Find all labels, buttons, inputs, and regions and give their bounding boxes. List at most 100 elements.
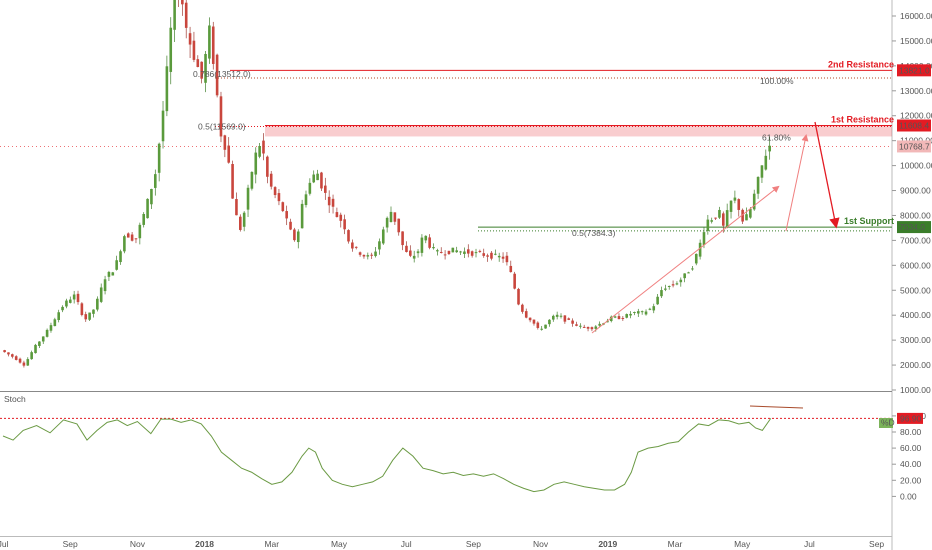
candle-body [53,319,57,327]
candle-body [470,251,474,256]
candle-body [536,322,540,328]
time-tick-label: Jul [401,539,412,549]
price-tag-r1-text: 11608.4 [899,120,929,130]
candle-body [18,358,22,363]
fib-top-label: 0.786(13512.0) [193,69,251,79]
candle-body [459,251,462,253]
candle-body [262,140,265,154]
candle-body [308,182,312,194]
time-tick-label: Jul [0,539,9,549]
candle-body [7,352,10,355]
candle-body [528,317,532,321]
candle-body [281,202,285,212]
candle-body [594,326,598,329]
price-tag-r1: 11608.4 [897,119,931,132]
stoch-tick-label: 60.00 [900,443,922,453]
price-tick-label: 12000.00 [900,111,932,121]
candle-body [749,208,752,218]
candle-body [478,250,482,252]
price-tick-label: 4000.00 [900,310,931,320]
candle-body [327,196,331,206]
candle-body [691,268,694,270]
candle-body [494,253,497,255]
candle-body [613,316,617,318]
candle-body [331,198,335,207]
fib-top-pct-label: 100.00% [760,76,794,86]
candle-body [474,252,478,254]
candle-body [96,298,99,310]
candle-body [320,172,323,189]
candle-body [366,255,370,257]
candle-body [598,323,601,326]
candle-body [68,299,72,303]
candle-body [219,96,223,137]
price-tag-current-text: 10768.7 [899,141,930,151]
candle-body [397,218,401,233]
time-tick-label: Nov [130,539,146,549]
candle-body [741,209,744,222]
price-tag-current-bg [897,140,931,153]
candle-body [385,217,389,228]
candle-body [640,311,644,313]
candle-body [660,290,663,297]
price-tick-label: 13000.00 [900,86,932,96]
candle-body [208,25,211,59]
candle-body [455,250,458,253]
candle-body [629,313,632,316]
candle-body [211,26,215,64]
projection-arrow-2 [785,134,809,232]
candle-body [358,252,362,255]
price-tag-r1-bg [897,119,931,132]
candle-body [389,211,393,223]
candle-body [524,311,528,318]
candle-body [153,174,157,188]
candle-body [254,152,258,175]
candle-body [192,40,196,60]
fib-low-label: 0.5(7384.3) [572,228,616,238]
candle-body [184,2,188,28]
candle-body [11,354,14,357]
candle-body [173,0,176,30]
candle-body [544,324,547,329]
resistance-2-label: 2nd Resistance [828,59,894,69]
price-tick-label: 16000.00 [900,11,932,21]
fib-mid-label: 0.5(11569.0) [198,121,246,131]
time-tick-label: 2019 [598,539,617,549]
candle-body [486,255,489,257]
candle-body [609,316,613,322]
candle-body [84,314,88,320]
candle-body [401,231,404,246]
candle-body [606,320,609,323]
candle-body [555,314,559,317]
candle-body [563,315,567,322]
candle-body [428,237,431,248]
candles [3,0,771,368]
candle-body [621,317,625,319]
candle-body [26,359,30,366]
candle-body [258,145,261,157]
time-tick-label: Mar [264,539,279,549]
candle-body [146,198,149,219]
candle-body [656,296,659,305]
stoch-tick-label: 80.00 [900,427,922,437]
candle-body [687,272,690,274]
stoch-d-tag: %D [881,418,895,428]
candle-body [250,171,254,189]
candle-body [698,242,702,257]
time-axis: Jul Sep Nov 2018 Mar May Jul Sep Nov 2019 Mar May Ju… [0,539,884,549]
candle-body [354,246,358,248]
candle-body [737,199,741,210]
candle-body [729,200,733,212]
candle-body [590,327,594,330]
candle-body [273,187,277,196]
candle-body [80,303,84,315]
candle-body [304,194,308,206]
stoch-tick-label: 0.00 [900,491,917,501]
candle-body [289,221,292,230]
candle-body [586,326,590,329]
candle-body [38,341,41,346]
candle-body [664,288,667,290]
candle-body [223,135,227,150]
candle-body [296,231,300,243]
